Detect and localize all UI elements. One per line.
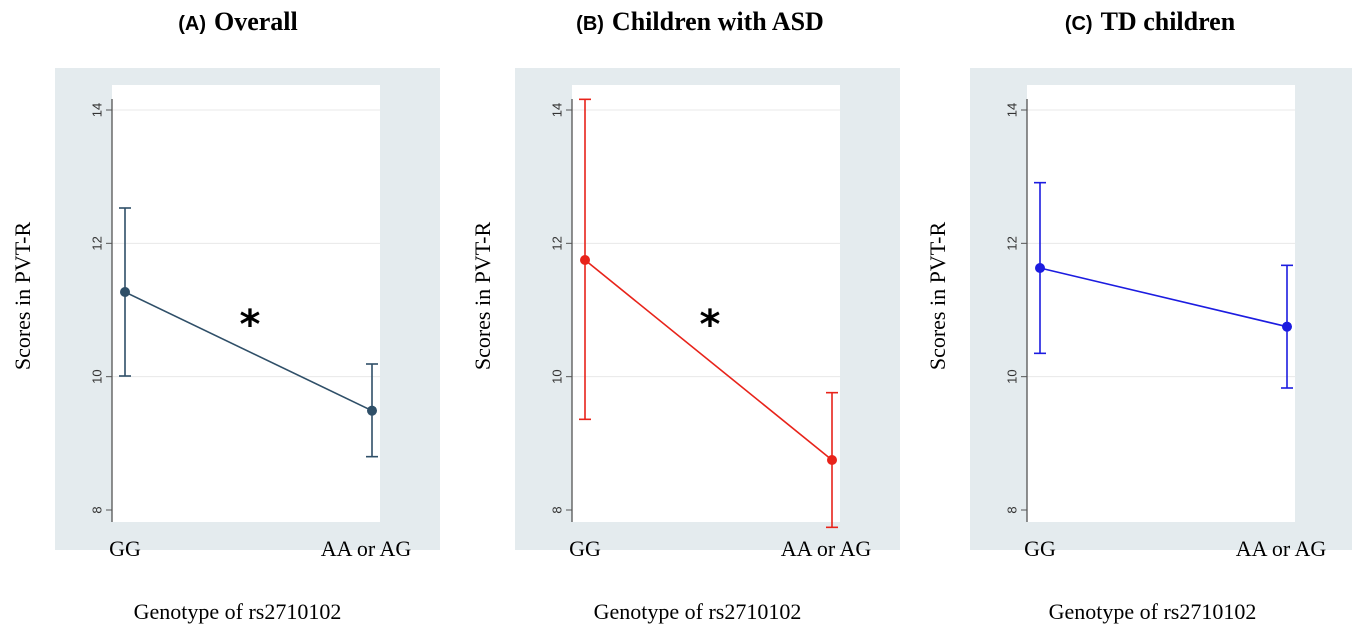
significance-star: * [700,302,721,348]
chart-panel-3: (C) TD children 8 10 12 14 Scores in PVT-R GG AA… [915,0,1352,627]
y-axis-label: Scores in PVT-R [925,222,950,371]
chart-svg: (C) TD children 8 10 12 14 Scores in PVT-R GG AA… [925,7,1352,624]
x-category-label: AA or AG [321,536,412,561]
data-point [827,455,837,465]
series-line [1039,267,1288,328]
data-point [580,255,590,265]
significance-star: * [240,302,261,348]
y-tick-label: 10 [549,369,564,383]
chart-title-text: Children with ASD [612,7,824,36]
plot-area [572,85,840,522]
plot-area [1027,85,1295,522]
x-axis-label: Genotype of rs2710102 [594,599,802,624]
data-point [367,405,377,416]
chart-title-letter: (C) [1065,13,1093,35]
plot-area [112,85,380,522]
chart-title: (C) TD children [1065,7,1236,36]
x-category-label: GG [1024,536,1056,561]
chart-title-text: Overall [214,7,298,36]
x-category-label: AA or AG [781,536,872,561]
y-tick-label: 12 [1004,236,1019,250]
x-axis-label: Genotype of rs2710102 [134,599,342,624]
x-category-label: AA or AG [1236,536,1327,561]
y-tick-label: 14 [1004,103,1019,117]
y-tick-label: 10 [1004,369,1019,383]
chart-title-letter: (B) [576,13,604,35]
y-tick-label: 14 [549,103,564,117]
x-axis-label: Genotype of rs2710102 [1049,599,1257,624]
y-tick-label: 14 [89,103,104,117]
chart-title: (A) Overall [178,7,298,36]
y-axis-label: Scores in PVT-R [470,222,495,371]
series-line [584,259,833,461]
y-tick-label: 8 [549,506,564,513]
chart-svg: (A) Overall 8 10 12 14 Scores in PVT-R GG AA or … [10,7,440,624]
y-tick-label: 10 [89,369,104,383]
x-category-label: GG [109,536,141,561]
chart-title-text: TD children [1101,7,1236,36]
chart-title-letter: (A) [178,13,206,35]
chart-title: (B) Children with ASD [576,7,824,36]
x-category-label: GG [569,536,601,561]
y-tick-label: 8 [89,506,104,513]
chart-svg: (B) Children with ASD 8 10 12 14 Scores in PVT… [470,7,900,624]
data-point [120,287,130,297]
y-tick-label: 12 [549,236,564,250]
y-tick-label: 12 [89,236,104,250]
data-point [1282,321,1292,332]
y-tick-label: 8 [1004,506,1019,513]
chart-panel-1: (A) Overall 8 10 12 14 Scores in PVT-R GG AA or … [0,0,450,627]
series-line [124,291,373,412]
chart-panel-2: (B) Children with ASD 8 10 12 14 Scores in PVT… [460,0,910,627]
y-axis-label: Scores in PVT-R [10,222,35,371]
data-point [1035,263,1045,273]
